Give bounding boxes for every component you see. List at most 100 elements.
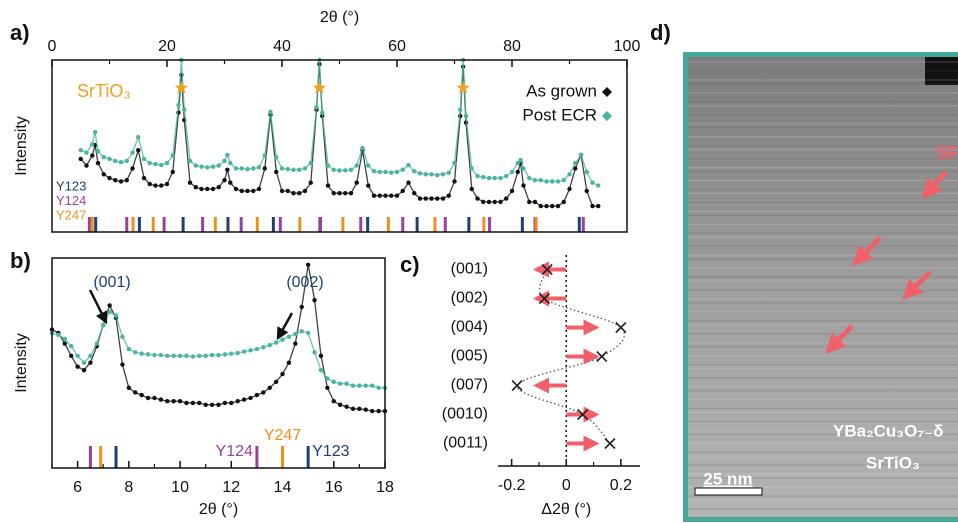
cross-stroke — [577, 408, 589, 421]
data-point — [170, 153, 175, 158]
data-point — [325, 163, 331, 168]
data-point — [371, 193, 377, 198]
series — [78, 61, 601, 209]
panel-label: d) — [650, 20, 671, 45]
data-point — [280, 371, 285, 377]
data-point — [376, 408, 381, 414]
data-point — [120, 334, 125, 339]
data-point — [363, 407, 368, 412]
data-point — [412, 168, 417, 174]
substrate-star — [456, 81, 470, 94]
data-point — [318, 367, 324, 373]
data-point — [331, 379, 336, 385]
data-point — [440, 172, 446, 177]
data-point — [577, 408, 589, 421]
data-point — [406, 180, 411, 185]
data-point — [544, 179, 549, 184]
data-point — [124, 158, 129, 164]
series — [49, 309, 388, 390]
data-point — [81, 360, 87, 365]
data-point — [88, 353, 93, 359]
data-point — [84, 163, 89, 168]
data-point — [262, 153, 267, 158]
cross-stroke — [615, 321, 627, 334]
data-point — [369, 383, 375, 388]
substrate-label: SrTiO₃ — [866, 453, 920, 472]
data-point — [273, 340, 279, 345]
data-point — [486, 175, 492, 181]
data-point — [475, 196, 480, 201]
data-point — [458, 107, 463, 112]
data-point — [348, 190, 354, 196]
data-point — [584, 169, 589, 175]
x-tick-label: 0 — [48, 38, 57, 55]
data-point — [615, 321, 627, 334]
data-point — [344, 381, 349, 386]
data-point — [429, 196, 434, 201]
data-point — [251, 188, 256, 194]
data-point — [584, 188, 589, 194]
data-point — [210, 186, 216, 192]
data-point — [498, 199, 503, 205]
x-tick-label: 14 — [274, 479, 292, 496]
x-tick-label: 80 — [503, 38, 521, 55]
data-point — [229, 400, 234, 406]
data-point — [62, 336, 68, 342]
film-label: YBa₂Cu₃O₇₋δ — [833, 421, 943, 440]
x-axis-label: 2θ (°) — [320, 9, 359, 26]
data-point — [133, 390, 138, 395]
reference-label: Y123 — [312, 443, 349, 460]
data-point — [209, 402, 215, 407]
data-point — [239, 166, 244, 171]
reference-label: Y247 — [264, 427, 301, 444]
data-point — [343, 190, 348, 196]
data-point — [203, 402, 208, 407]
data-point — [481, 174, 486, 180]
data-point — [452, 160, 457, 166]
data-point — [573, 166, 578, 171]
data-point — [406, 162, 411, 168]
data-point — [216, 352, 221, 358]
data-point — [184, 353, 189, 359]
panel-label: b) — [10, 248, 31, 273]
x-tick-label: 100 — [614, 38, 641, 55]
data-point — [463, 113, 469, 119]
data-point — [133, 350, 138, 355]
data-point — [152, 395, 157, 401]
data-point — [305, 330, 311, 336]
data-point — [285, 188, 290, 194]
panel-label: c) — [400, 252, 420, 277]
data-point — [435, 172, 440, 178]
data-point — [504, 173, 509, 179]
data-point — [348, 167, 354, 172]
data-point — [578, 152, 584, 158]
data-point — [113, 178, 118, 183]
data-point — [376, 385, 381, 390]
series-line — [51, 310, 385, 389]
data-point — [210, 164, 216, 169]
data-point — [383, 169, 388, 175]
x-tick-label: 18 — [376, 479, 394, 496]
data-point — [297, 190, 302, 196]
data-point — [320, 110, 325, 115]
legend-label: As grown — [526, 81, 597, 100]
data-point — [147, 160, 152, 166]
peak-arrow — [276, 312, 294, 341]
data-point — [222, 158, 227, 164]
data-point — [78, 147, 83, 153]
data-point — [515, 160, 520, 166]
data-point — [363, 383, 368, 388]
data-point — [337, 168, 342, 173]
data-point — [254, 392, 260, 398]
data-point — [412, 190, 417, 196]
data-point — [94, 341, 100, 346]
x-tick-label: 6 — [73, 479, 82, 496]
cross-stroke — [541, 263, 553, 276]
data-point — [293, 331, 298, 337]
data-point — [124, 178, 129, 183]
data-point — [527, 175, 532, 181]
reference-label: Y247 — [56, 207, 86, 222]
data-point — [515, 169, 520, 175]
data-point — [538, 178, 543, 183]
